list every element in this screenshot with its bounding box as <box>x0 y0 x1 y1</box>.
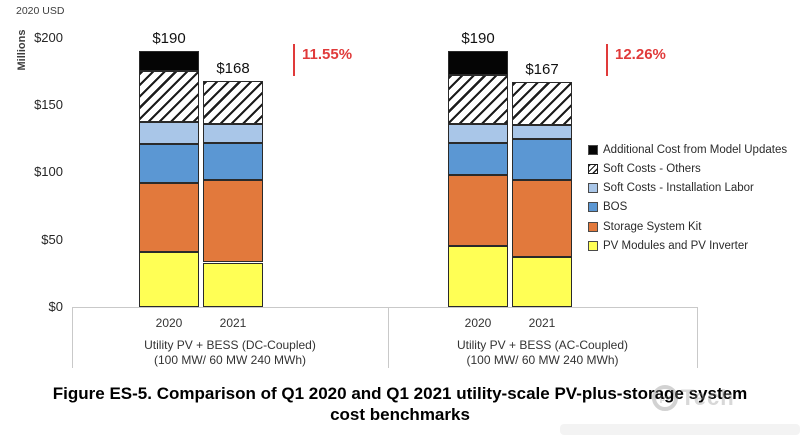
decline-percent-label: 12.26% <box>615 46 666 63</box>
decline-arrow-line <box>293 44 295 76</box>
bar-segment <box>139 71 199 123</box>
category-separator-line <box>72 307 73 368</box>
group-label-line1: Utility PV + BESS (DC-Coupled) <box>144 338 316 352</box>
legend-swatch <box>588 221 598 232</box>
pvtech-logo-icon: pv <box>652 385 678 411</box>
legend-swatch <box>588 241 598 251</box>
group-label-line1: Utility PV + BESS (AC-Coupled) <box>456 338 629 352</box>
y-axis-units-label: 2020 USD <box>16 5 65 17</box>
legend-label: Storage System Kit <box>603 220 702 233</box>
legend-item: Soft Costs - Others <box>588 163 701 175</box>
legend-swatch <box>588 163 598 174</box>
bar-segment <box>512 180 572 258</box>
legend-item: Soft Costs - Installation Labor <box>588 182 754 194</box>
legend-item: PV Modules and PV Inverter <box>588 240 748 252</box>
bar-segment <box>448 174 508 247</box>
category-separator-line <box>388 307 389 368</box>
figure-caption-line2: cost benchmarks <box>330 405 470 424</box>
bar-segment <box>448 142 508 175</box>
bar-segment <box>203 80 263 124</box>
x-tick-label: 2020 <box>464 316 492 330</box>
bar-segment <box>203 123 263 143</box>
y-tick-label: $150 <box>34 96 63 112</box>
bar-segment <box>139 251 199 307</box>
y-tick-label: $0 <box>48 299 63 314</box>
bar-segment <box>448 123 508 143</box>
legend-swatch <box>588 183 598 194</box>
bar-total-label: $190 <box>152 29 186 47</box>
bar-segment <box>203 142 263 181</box>
group-label-line2: (100 MW/ 60 MW 240 MWh) <box>466 353 619 367</box>
bar-total-label: $190 <box>461 29 495 47</box>
y-axis-title: Millions <box>16 29 28 71</box>
legend-label: PV Modules and PV Inverter <box>603 240 749 252</box>
bar-total-label: $167 <box>525 60 559 78</box>
legend-swatch <box>588 202 598 213</box>
legend-item: Additional Cost from Model Updates <box>588 144 787 156</box>
x-tick-label: 2020 <box>155 316 183 330</box>
x-tick-label: 2021 <box>219 316 247 330</box>
bar-segment <box>203 180 263 263</box>
legend-label: BOS <box>603 201 628 214</box>
bar-segment <box>512 257 572 307</box>
y-tick-label: $200 <box>34 29 63 45</box>
bar-segment <box>448 51 508 76</box>
bar-segment <box>139 183 199 252</box>
legend-item: BOS <box>588 201 627 213</box>
bar-segment <box>139 51 199 72</box>
bar-total-label: $168 <box>216 59 250 77</box>
group-label-line2: (100 MW/ 60 MW 240 MWh) <box>153 353 307 367</box>
legend-label: Soft Costs - Installation Labor <box>603 182 754 195</box>
y-tick-label: $100 <box>34 164 63 180</box>
figure-caption: Figure ES-5. Comparison of Q1 2020 and Q… <box>0 383 800 425</box>
decline-arrow-line <box>606 44 608 76</box>
legend-label: Soft Costs - Others <box>603 162 701 175</box>
x-axis-baseline <box>72 307 697 308</box>
bar-segment <box>448 246 508 307</box>
figure-caption-line1: Figure ES-5. Comparison of Q1 2020 and Q… <box>52 384 748 403</box>
bar-segment <box>512 82 572 126</box>
legend-swatch <box>588 144 598 155</box>
bar-segment <box>139 144 199 184</box>
category-separator-line <box>697 307 698 368</box>
y-tick-label: $50 <box>41 231 63 247</box>
legend-item: Storage System Kit <box>588 221 701 233</box>
pvtech-watermark: pv Tech <box>652 385 735 411</box>
bottom-fade-strip <box>560 424 800 435</box>
bar-segment <box>203 262 263 307</box>
bar-segment <box>512 138 572 181</box>
x-tick-label: 2021 <box>528 316 556 330</box>
decline-percent-label: 11.55% <box>302 46 353 63</box>
bar-segment <box>512 125 572 139</box>
legend-label: Additional Cost from Model Updates <box>603 143 788 156</box>
bar-segment <box>139 122 199 144</box>
bar-segment <box>448 75 508 124</box>
pvtech-watermark-text: Tech <box>681 385 735 410</box>
